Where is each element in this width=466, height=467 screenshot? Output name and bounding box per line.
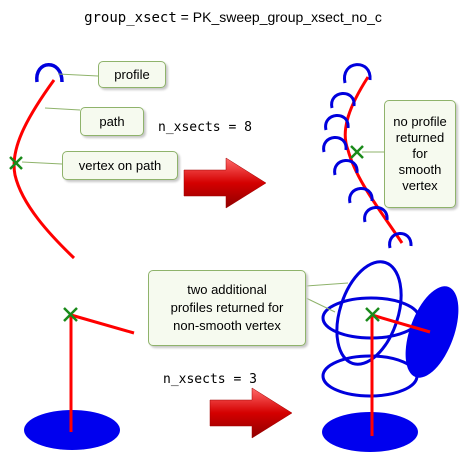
result-side-disc (405, 286, 459, 378)
angled-path (70, 313, 135, 335)
profile-arc-3 (324, 114, 350, 131)
profile-arc-1 (343, 63, 372, 84)
sweep-path (12, 79, 76, 260)
path-leader (44, 107, 81, 111)
arrow-bottom (209, 387, 293, 439)
result-disc (322, 412, 418, 452)
title-code: group_xsect (84, 10, 177, 26)
profile-arc-5 (333, 159, 359, 176)
two-additional-label: two additional profiles returned for non… (148, 270, 306, 346)
two-additional-leader-1 (305, 282, 349, 287)
profile-label: profile (98, 61, 166, 88)
n-xsects-bottom: n_xsects = 3 (163, 372, 257, 387)
no-profile-label: no profile returned for smooth vertex (384, 100, 456, 208)
vertex-marker-result (350, 145, 364, 159)
profile-arc-7 (363, 206, 389, 223)
arrow-top (183, 157, 267, 209)
vertex-marker (9, 156, 23, 170)
result-angled-path (371, 313, 431, 334)
profile-arc-4 (322, 136, 348, 153)
profile-arc (35, 63, 64, 83)
path-label: path (80, 107, 144, 136)
vertex-marker-bottom (63, 307, 78, 322)
vertex-marker-bottom-result (365, 307, 380, 322)
two-additional-leader-2 (305, 297, 336, 313)
title-function: PK_sweep_group_xsect_no_c (192, 9, 382, 25)
title-equals: = (176, 9, 193, 25)
n-xsects-top: n_xsects = 8 (158, 120, 252, 135)
profile-arc-6 (348, 187, 374, 204)
vertex-leader (21, 161, 63, 165)
diagram-title: group_xsect = PK_sweep_group_xsect_no_c (0, 9, 466, 26)
profile-arc-8 (388, 232, 413, 249)
profile-arc-2 (330, 92, 356, 109)
vertex-on-path-label: vertex on path (62, 151, 178, 180)
profile-leader (57, 73, 99, 77)
